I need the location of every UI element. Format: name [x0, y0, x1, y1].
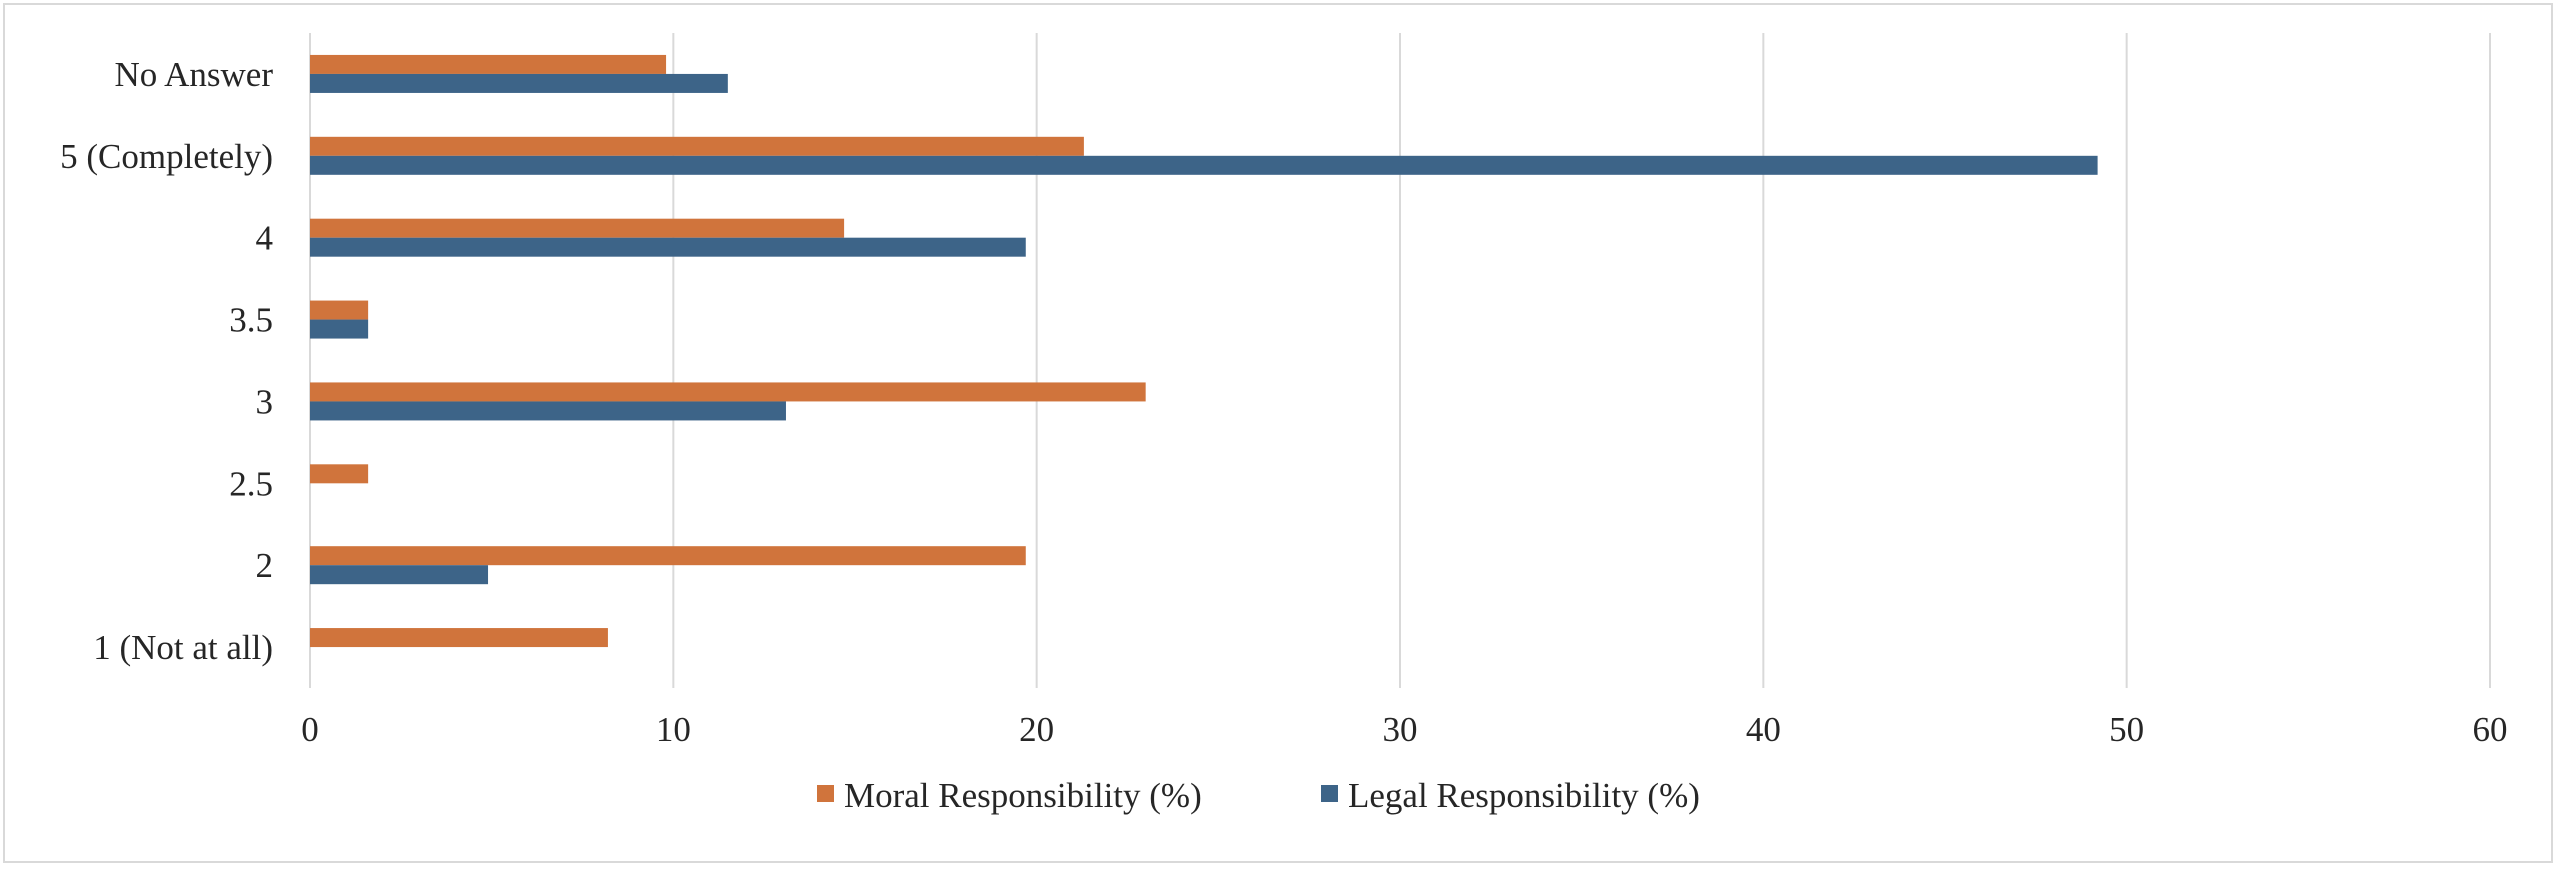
moral-bar-4 — [310, 382, 1146, 402]
y-tick-label: No Answer — [115, 55, 274, 94]
legal-bar-0 — [310, 73, 728, 93]
x-tick-label: 40 — [1746, 710, 1781, 749]
legend-swatch-legal — [1321, 785, 1338, 802]
legal-bar-4 — [310, 401, 786, 421]
legal-bar-2 — [310, 237, 1026, 257]
moral-bar-1 — [310, 136, 1084, 156]
x-tick-label: 50 — [2109, 710, 2144, 749]
y-tick-label: 3.5 — [229, 301, 273, 340]
legal-bar-3 — [310, 319, 369, 339]
y-tick-label: 4 — [256, 219, 274, 258]
moral-bar-0 — [310, 54, 667, 74]
legend-swatch-moral — [817, 785, 834, 802]
moral-bar-2 — [310, 218, 845, 238]
y-axis: No Answer 5 (Completely) 4 3.5 3 2.5 2 1 (Not a… — [60, 55, 273, 667]
x-tick-label: 0 — [301, 710, 319, 749]
legend-label-legal: Legal Responsibility (%) — [1348, 776, 1700, 815]
y-tick-label: 5 (Completely) — [60, 137, 273, 176]
bars — [310, 54, 2098, 648]
legal-bar-6 — [310, 565, 489, 585]
y-tick-label: 1 (Not at all) — [93, 628, 273, 667]
x-axis: 0 10 20 30 40 50 60 — [301, 710, 2507, 749]
x-tick-label: 60 — [2473, 710, 2508, 749]
x-tick-label: 20 — [1019, 710, 1054, 749]
moral-bar-5 — [310, 464, 369, 484]
x-tick-label: 10 — [656, 710, 691, 749]
moral-bar-3 — [310, 300, 369, 320]
moral-bar-6 — [310, 546, 1026, 566]
x-tick-label: 30 — [1383, 710, 1418, 749]
y-tick-label: 2.5 — [229, 464, 273, 503]
legal-bar-1 — [310, 155, 2098, 175]
legend-label-moral: Moral Responsibility (%) — [844, 776, 1202, 815]
grid-lines — [309, 33, 2491, 688]
legend: Moral Responsibility (%) Legal Responsibi… — [817, 776, 1700, 815]
y-tick-label: 3 — [256, 382, 274, 421]
moral-bar-7 — [310, 628, 608, 648]
y-tick-label: 2 — [256, 546, 274, 585]
